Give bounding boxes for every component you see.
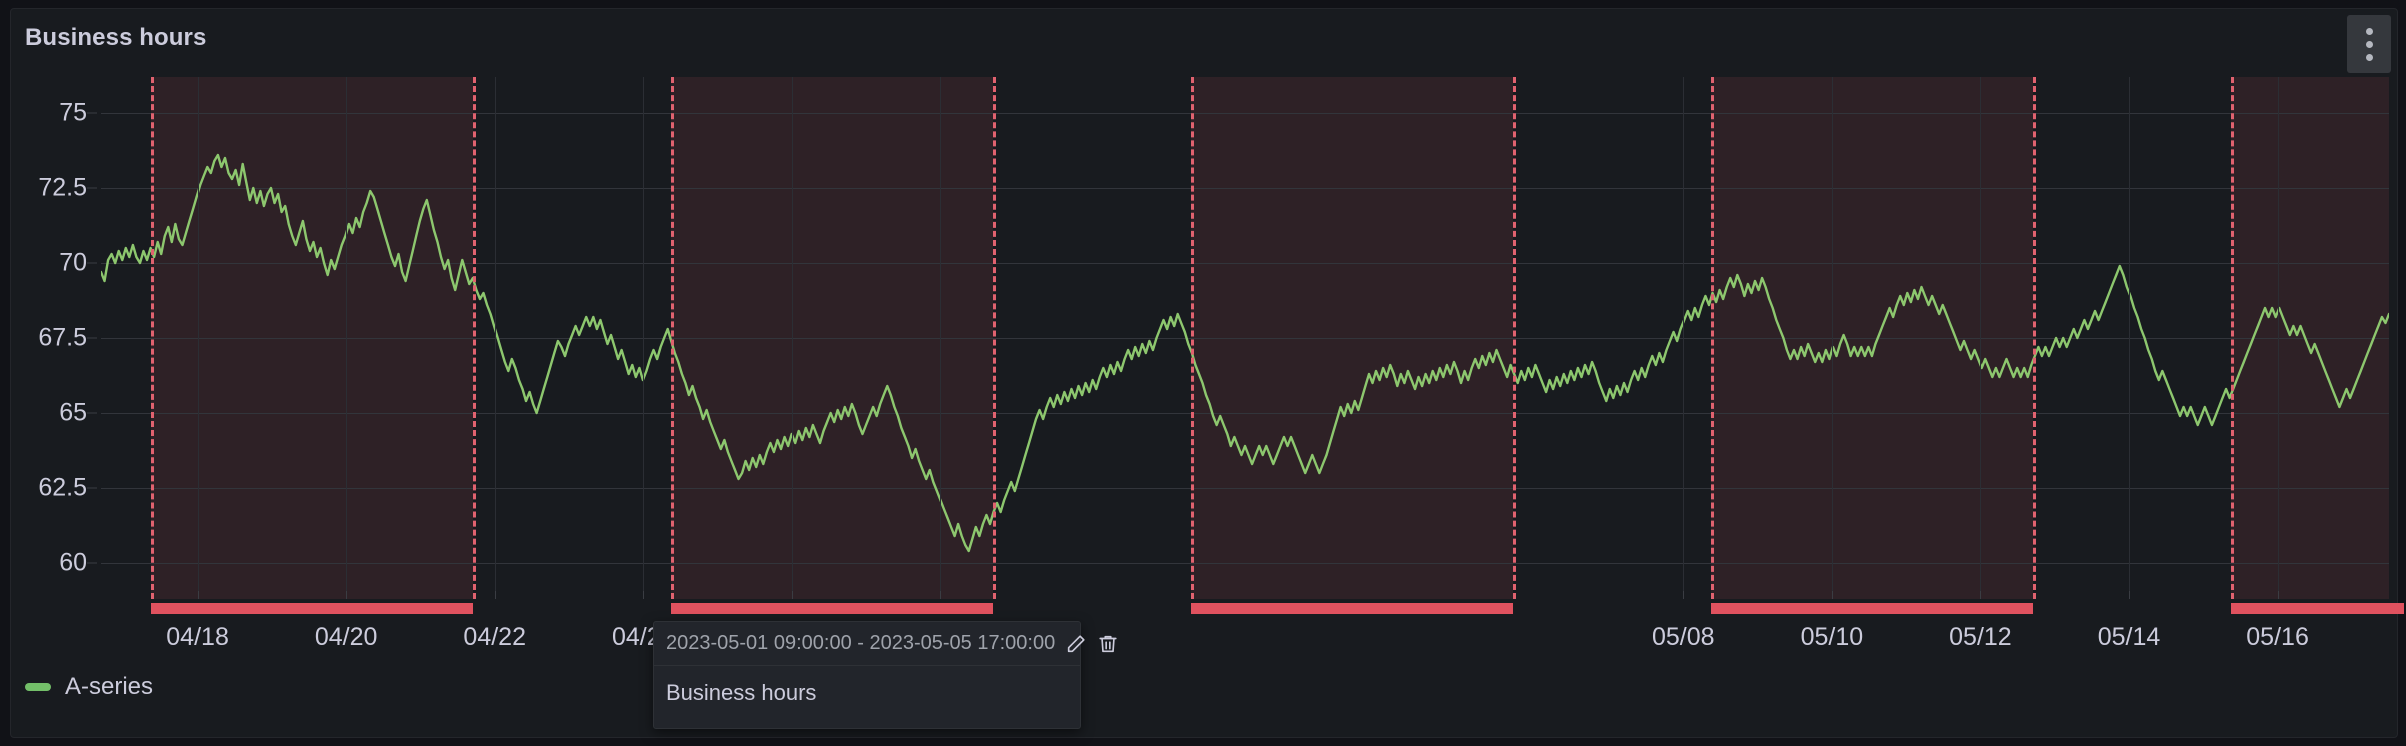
y-axis-tick-label: 72.5 xyxy=(38,173,87,202)
timeseries-panel: Business hours 60 62.5 65 67.5 70 72.5 75 04/1… xyxy=(10,8,2405,739)
annotation-boundary-line xyxy=(993,77,997,599)
x-axis-tick-mark xyxy=(197,591,199,599)
annotation-boundary-line xyxy=(1711,77,1715,599)
legend-item-label[interactable]: A-series xyxy=(65,673,154,700)
kebab-menu-icon[interactable] xyxy=(2347,15,2391,73)
menu-dot xyxy=(2365,53,2373,61)
horizontal-gridline xyxy=(101,263,2389,264)
horizontal-gridline xyxy=(101,413,2389,414)
x-axis-tick-mark xyxy=(643,591,645,599)
legend: A-series xyxy=(25,673,153,701)
legend-color-swatch xyxy=(25,683,51,691)
vertical-gridline xyxy=(1683,77,1685,599)
vertical-gridline xyxy=(643,77,645,599)
y-axis-tick-label: 60 xyxy=(59,548,87,577)
x-axis-tick-mark xyxy=(2129,591,2130,599)
y-axis-tick-mark xyxy=(87,562,97,564)
menu-dot xyxy=(2365,27,2373,35)
y-axis-tick-label: 65 xyxy=(59,398,87,427)
y-axis-tick-label: 67.5 xyxy=(38,323,87,352)
annotation-boundary-line xyxy=(2231,77,2235,599)
annotation-boundary-line xyxy=(671,77,675,599)
menu-dot xyxy=(2365,40,2373,48)
annotation-boundary-line xyxy=(151,77,155,599)
y-axis-tick-label: 70 xyxy=(59,248,87,277)
x-axis-tick-mark xyxy=(791,591,793,599)
x-axis-tick-mark xyxy=(494,591,496,599)
y-axis-tick-mark xyxy=(87,262,97,264)
y-axis-tick-mark xyxy=(87,487,97,489)
y-axis: 60 62.5 65 67.5 70 72.5 75 xyxy=(11,65,101,599)
annotation-marker-bar[interactable] xyxy=(1191,603,1514,614)
annotation-boundary-line xyxy=(2033,77,2037,599)
annotation-marker-bar[interactable] xyxy=(671,603,994,614)
vertical-gridline xyxy=(791,77,793,599)
vertical-gridline xyxy=(2129,77,2130,599)
horizontal-gridline xyxy=(101,188,2389,189)
annotation-boundary-line xyxy=(1191,77,1195,599)
annotation-marker-bar[interactable] xyxy=(151,603,474,614)
horizontal-gridline xyxy=(101,113,2389,114)
horizontal-gridline xyxy=(101,488,2389,489)
x-axis-tick-mark xyxy=(2277,591,2279,599)
annotation-tooltip: 2023-05-01 09:00:00 - 2023-05-05 17:00:0… xyxy=(653,621,1117,729)
annotation-boundary-line xyxy=(473,77,477,599)
annotation-tooltip-header: 2023-05-01 09:00:00 - 2023-05-05 17:00:0… xyxy=(654,622,1117,666)
vertical-gridline xyxy=(197,77,199,599)
x-axis-tick-label: 04/18 xyxy=(166,623,229,651)
x-axis-tick-mark xyxy=(1980,591,1982,599)
x-axis-tick-mark xyxy=(346,591,348,599)
series-line-a-series xyxy=(101,153,2389,553)
horizontal-gridline xyxy=(101,338,2389,339)
vertical-gridline xyxy=(494,77,496,599)
page-title: Business hours xyxy=(25,24,207,51)
annotation-marker-bar[interactable] xyxy=(2231,603,2405,614)
vertical-gridline xyxy=(1980,77,1982,599)
vertical-gridline xyxy=(346,77,348,599)
series-path xyxy=(101,153,2389,553)
vertical-gridline xyxy=(1831,77,1833,599)
x-axis-tick-mark xyxy=(940,591,942,599)
trash-icon[interactable] xyxy=(1097,632,1119,656)
x-axis-tick-label: 04/22 xyxy=(463,623,526,651)
annotation-boundary-line xyxy=(1513,77,1517,599)
x-axis-tick-mark xyxy=(1683,591,1685,599)
vertical-gridline xyxy=(940,77,942,599)
annotation-text: Business hours xyxy=(666,680,817,705)
x-axis-tick-label: 05/10 xyxy=(1800,623,1864,651)
y-axis-tick-label: 62.5 xyxy=(38,473,87,502)
y-axis-tick-label: 75 xyxy=(59,98,87,127)
annotation-time-range: 2023-05-01 09:00:00 - 2023-05-05 17:00:0… xyxy=(666,632,1056,654)
panel-header: Business hours xyxy=(11,9,2397,73)
plot-area: 60 62.5 65 67.5 70 72.5 75 04/18 04/20 04/22 04/2… xyxy=(11,65,2405,739)
x-axis-tick-label: 05/08 xyxy=(1652,623,1715,651)
y-axis-tick-mark xyxy=(87,112,97,114)
x-axis-tick-label: 05/14 xyxy=(2097,623,2161,651)
x-axis: 04/1804/2004/2204/2404/2604/2805/0805/10… xyxy=(101,591,2405,669)
pencil-icon[interactable] xyxy=(1065,632,1087,656)
x-axis-tick-label: 05/12 xyxy=(1949,623,2012,651)
x-axis-tick-mark xyxy=(1831,591,1833,599)
horizontal-gridline xyxy=(101,563,2389,564)
x-axis-tick-label: 05/16 xyxy=(2246,623,2309,651)
x-axis-tick-label: 04/20 xyxy=(314,623,378,651)
vertical-gridline xyxy=(2277,77,2279,599)
plot-canvas[interactable] xyxy=(101,77,2389,599)
y-axis-tick-mark xyxy=(87,412,97,414)
annotation-marker-bar[interactable] xyxy=(1711,603,2034,614)
y-axis-tick-mark xyxy=(87,187,97,189)
y-axis-tick-mark xyxy=(87,337,97,339)
